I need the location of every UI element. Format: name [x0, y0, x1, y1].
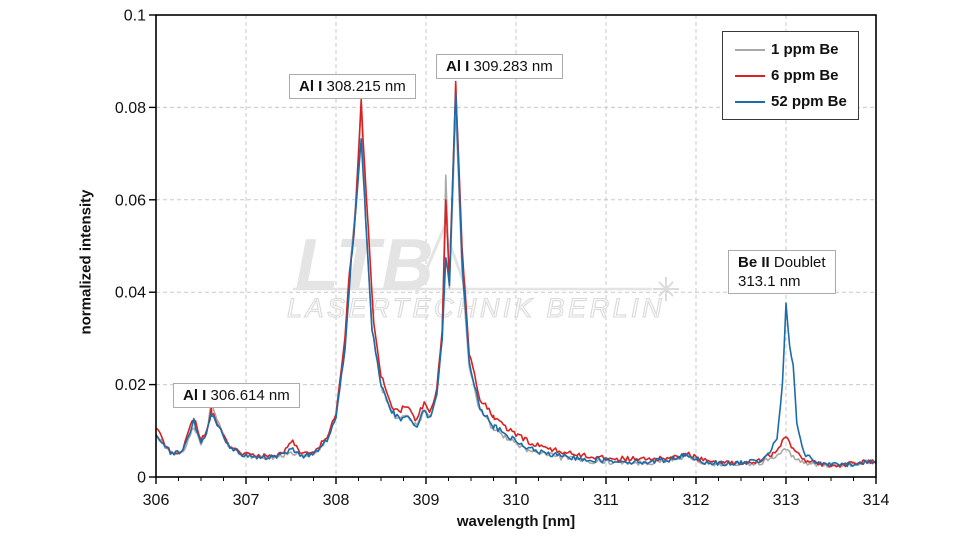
legend-item-1ppm: 1 ppm Be: [735, 41, 858, 58]
annotation-al-309: Al I 309.283 nm: [436, 54, 563, 79]
svg-text:310: 310: [503, 492, 530, 509]
annotation-wavelength: 308.215 nm: [326, 78, 406, 95]
legend-label: 6 ppm Be: [771, 67, 839, 84]
svg-text:LTB: LTB: [295, 225, 436, 305]
axis-tick-labels: 306 307 308 309 310 311 312 313 314 0 0.02 0.04 0.06…: [115, 8, 890, 510]
annotation-be-doublet: Be II Doublet 313.1 nm: [728, 250, 836, 294]
annotation-wavelength: 306.614 nm: [210, 387, 290, 404]
x-axis-title: wavelength [nm]: [456, 513, 576, 530]
svg-text:313: 313: [773, 492, 800, 509]
svg-text:308: 308: [323, 492, 350, 509]
legend-item-52ppm: 52 ppm Be: [735, 93, 858, 110]
annotation-wavelength: 313.1 nm: [738, 273, 801, 290]
legend-item-6ppm: 6 ppm Be: [735, 67, 858, 84]
series-line-52-ppm-be: [156, 92, 876, 468]
svg-text:0.08: 0.08: [115, 100, 146, 117]
series-line-1-ppm-be: [156, 102, 876, 469]
annotation-species: Be II: [738, 254, 770, 271]
y-axis-title: normalized intensity: [77, 189, 95, 335]
legend-label: 52 ppm Be: [771, 93, 847, 110]
annotation-label: Doublet: [773, 254, 826, 271]
svg-text:306: 306: [143, 492, 170, 509]
legend-line-sample-blue: [735, 100, 765, 103]
plot-border: [155, 14, 877, 478]
svg-text:0.02: 0.02: [115, 377, 146, 394]
svg-text:LASERTECHNIK BERLIN: LASERTECHNIK BERLIN: [287, 293, 665, 323]
annotation-wavelength: 309.283 nm: [473, 58, 553, 75]
svg-text:0: 0: [137, 470, 146, 487]
annotation-species: Al I: [446, 58, 470, 75]
watermark-laser-star: [653, 277, 679, 301]
svg-text:312: 312: [683, 492, 710, 509]
annotation-species: Al I: [183, 387, 207, 404]
svg-text:0.1: 0.1: [124, 8, 146, 25]
legend-line-sample-gray: [735, 48, 765, 51]
svg-text:314: 314: [863, 492, 890, 509]
svg-text:0.04: 0.04: [115, 285, 146, 302]
svg-text:307: 307: [233, 492, 260, 509]
annotation-species: Al I: [299, 78, 323, 95]
legend-label: 1 ppm Be: [771, 41, 839, 58]
annotation-al-306: Al I 306.614 nm: [173, 383, 300, 408]
legend-line-sample-red: [735, 74, 765, 77]
svg-text:0.06: 0.06: [115, 192, 146, 209]
svg-text:309: 309: [413, 492, 440, 509]
svg-text:311: 311: [593, 492, 619, 509]
annotation-al-308: Al I 308.215 nm: [289, 74, 416, 99]
legend: 1 ppm Be 6 ppm Be 52 ppm Be: [722, 31, 859, 120]
